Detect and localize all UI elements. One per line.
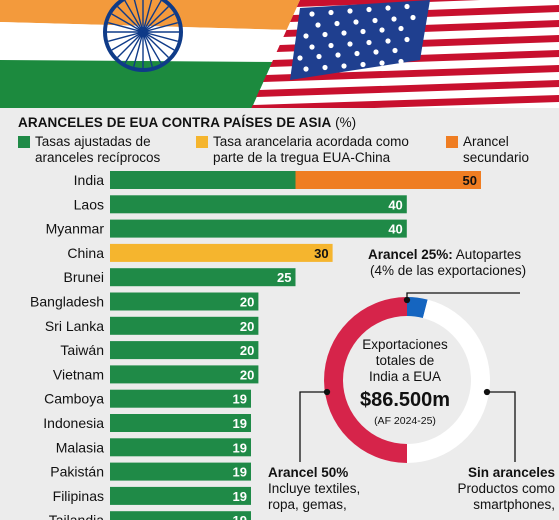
- bar-value-label: 19: [233, 489, 247, 504]
- bar-segment: [110, 171, 296, 189]
- annotation-50-line: ropa, gemas,: [268, 497, 347, 512]
- annotation-25-text: Autopartes: [452, 247, 522, 262]
- bar-segment: [295, 171, 481, 189]
- flag-banner: [0, 0, 559, 112]
- leader-dot: [403, 296, 411, 304]
- chart-unit: (%): [335, 115, 357, 130]
- donut-period: (AF 2024-25): [374, 415, 436, 427]
- leader-line-free: [487, 391, 516, 462]
- bar-value-label: 40: [388, 222, 402, 237]
- annotation-25-line2: (4% de las exportaciones): [370, 263, 527, 278]
- bar-segment: [110, 414, 251, 432]
- bar-segment: [110, 243, 333, 262]
- annotation-tariff-50: Arancel 50% Incluye textiles, ropa, gema…: [268, 465, 398, 513]
- annotation-25-heading: Arancel 25%:: [368, 247, 453, 262]
- category-label: Myanmar: [46, 221, 105, 237]
- annotation-tariff-25: Arancel 25%: Autopartes (4% de las expor…: [368, 247, 558, 279]
- donut-slice: [407, 299, 490, 463]
- annotation-tariff-free: Sin aranceles Productos como smartphones…: [430, 465, 555, 513]
- leader-dot: [483, 388, 491, 396]
- bar-value-label: 19: [233, 465, 247, 480]
- category-label: Laos: [74, 196, 104, 212]
- donut-slice: [324, 297, 407, 463]
- category-label: Sri Lanka: [45, 318, 104, 334]
- bar-value-label: 20: [240, 319, 254, 334]
- annotation-free-line: Productos como: [457, 481, 555, 496]
- bar-value-label: 20: [240, 295, 254, 310]
- bar-value-label: 19: [233, 440, 247, 455]
- category-label: Camboya: [44, 391, 104, 407]
- bar-value-label: 20: [240, 367, 254, 382]
- chart-header: ARANCELES DE EUA CONTRA PAÍSES DE ASIA (…: [18, 115, 356, 130]
- category-label: Tailandia: [49, 512, 104, 520]
- bar-segment: [110, 462, 251, 481]
- legend-label-line: Arancel: [463, 134, 509, 149]
- bar-value-label: 20: [240, 343, 254, 358]
- legend-label-line: Tasa arancelaria acordada como: [213, 134, 409, 149]
- legend-swatch-orange: [446, 136, 458, 148]
- leader-line-50: [299, 391, 327, 462]
- donut-center-line: India a EUA: [368, 369, 442, 384]
- legend-label-line: aranceles recíprocos: [35, 150, 161, 165]
- legend-label-line: Tasas ajustadas de: [35, 134, 151, 149]
- category-label: Malasia: [56, 439, 104, 455]
- bar-value-label: 19: [233, 513, 247, 520]
- donut-total-value: $86.500m: [359, 389, 451, 411]
- legend-label-line: secundario: [463, 150, 530, 165]
- bar-segment: [110, 389, 251, 408]
- category-label: China: [67, 245, 104, 261]
- bar-segment: [110, 486, 251, 505]
- category-label: Taiwán: [60, 342, 104, 358]
- legend-swatch-yellow: [196, 136, 208, 148]
- legend-label-line: parte de la tregua EUA-China: [213, 150, 391, 165]
- annotation-free-line: smartphones,: [473, 497, 555, 512]
- bar-segment: [110, 195, 407, 214]
- leader-dot: [323, 388, 331, 396]
- bar-value-label: 19: [233, 416, 247, 431]
- bar-segment: [110, 341, 259, 360]
- bar-value-label: 50: [463, 173, 477, 188]
- bar-segment: [110, 365, 259, 384]
- us-flag-icon: [249, 0, 559, 112]
- bar-segment: [110, 438, 251, 457]
- category-label: Indonesia: [43, 415, 104, 431]
- legend-swatch-green: [18, 136, 30, 148]
- bar-value-label: 40: [388, 197, 402, 212]
- donut-center-line: Exportaciones: [362, 337, 448, 352]
- bar-value-label: 19: [233, 392, 247, 407]
- category-label: Filipinas: [53, 488, 104, 504]
- chart-title: ARANCELES DE EUA CONTRA PAÍSES DE ASIA: [18, 115, 332, 130]
- category-label: Vietnam: [53, 366, 104, 382]
- bar-value-label: 30: [314, 246, 328, 261]
- category-label: Bangladesh: [30, 294, 104, 310]
- annotation-50-heading: Arancel 50%: [268, 465, 349, 480]
- donut-slice: [407, 297, 428, 319]
- bar-segment: [110, 292, 259, 311]
- bar-segment: [110, 511, 251, 520]
- bar-segment: [110, 268, 296, 287]
- bar-segment: [110, 316, 259, 335]
- category-label: Brunei: [64, 269, 104, 285]
- bar-value-label: 25: [277, 270, 291, 285]
- category-label: Pakistán: [50, 464, 104, 480]
- donut-center-text: Exportaciones totales de India a EUA $86…: [330, 337, 480, 427]
- annotation-free-heading: Sin aranceles: [467, 465, 555, 480]
- ashoka-chakra-icon: [103, 0, 183, 72]
- category-label: India: [74, 172, 105, 188]
- donut-center-line: totales de: [375, 353, 435, 368]
- annotation-50-line: Incluye textiles,: [268, 481, 361, 496]
- bar-segment: [110, 219, 407, 238]
